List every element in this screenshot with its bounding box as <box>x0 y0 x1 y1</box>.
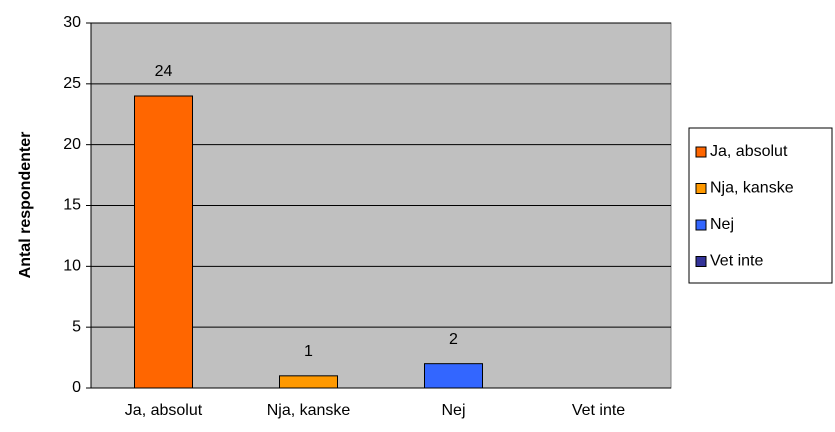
y-tick-label: 15 <box>63 197 81 214</box>
x-tick-label: Vet inte <box>572 402 625 419</box>
y-tick-label: 25 <box>63 75 81 92</box>
y-tick-label: 0 <box>72 379 81 396</box>
legend-label: Ja, absolut <box>710 143 788 160</box>
legend-swatch <box>695 256 707 267</box>
y-tick-label: 10 <box>63 258 81 275</box>
y-tick-label: 30 <box>63 14 81 31</box>
data-label: 24 <box>155 63 173 80</box>
legend-swatch <box>695 146 707 158</box>
x-tick-label: Nja, kanske <box>267 402 351 419</box>
bar <box>279 375 338 389</box>
bar <box>424 363 483 389</box>
bar <box>134 95 193 389</box>
legend-label: Vet inte <box>710 253 763 270</box>
y-axis-label: Antal respondenter <box>17 132 34 279</box>
x-tick-label: Nej <box>441 402 465 419</box>
y-tick-label: 5 <box>72 318 81 335</box>
legend-swatch <box>695 219 707 231</box>
y-tick-label: 20 <box>63 136 81 153</box>
legend-swatch <box>695 183 707 194</box>
legend-label: Nja, kanske <box>710 180 794 197</box>
legend-box <box>688 127 833 284</box>
legend-label: Nej <box>710 216 734 233</box>
data-label: 2 <box>449 331 458 348</box>
x-tick-label: Ja, absolut <box>125 402 203 419</box>
data-label: 1 <box>304 343 313 360</box>
